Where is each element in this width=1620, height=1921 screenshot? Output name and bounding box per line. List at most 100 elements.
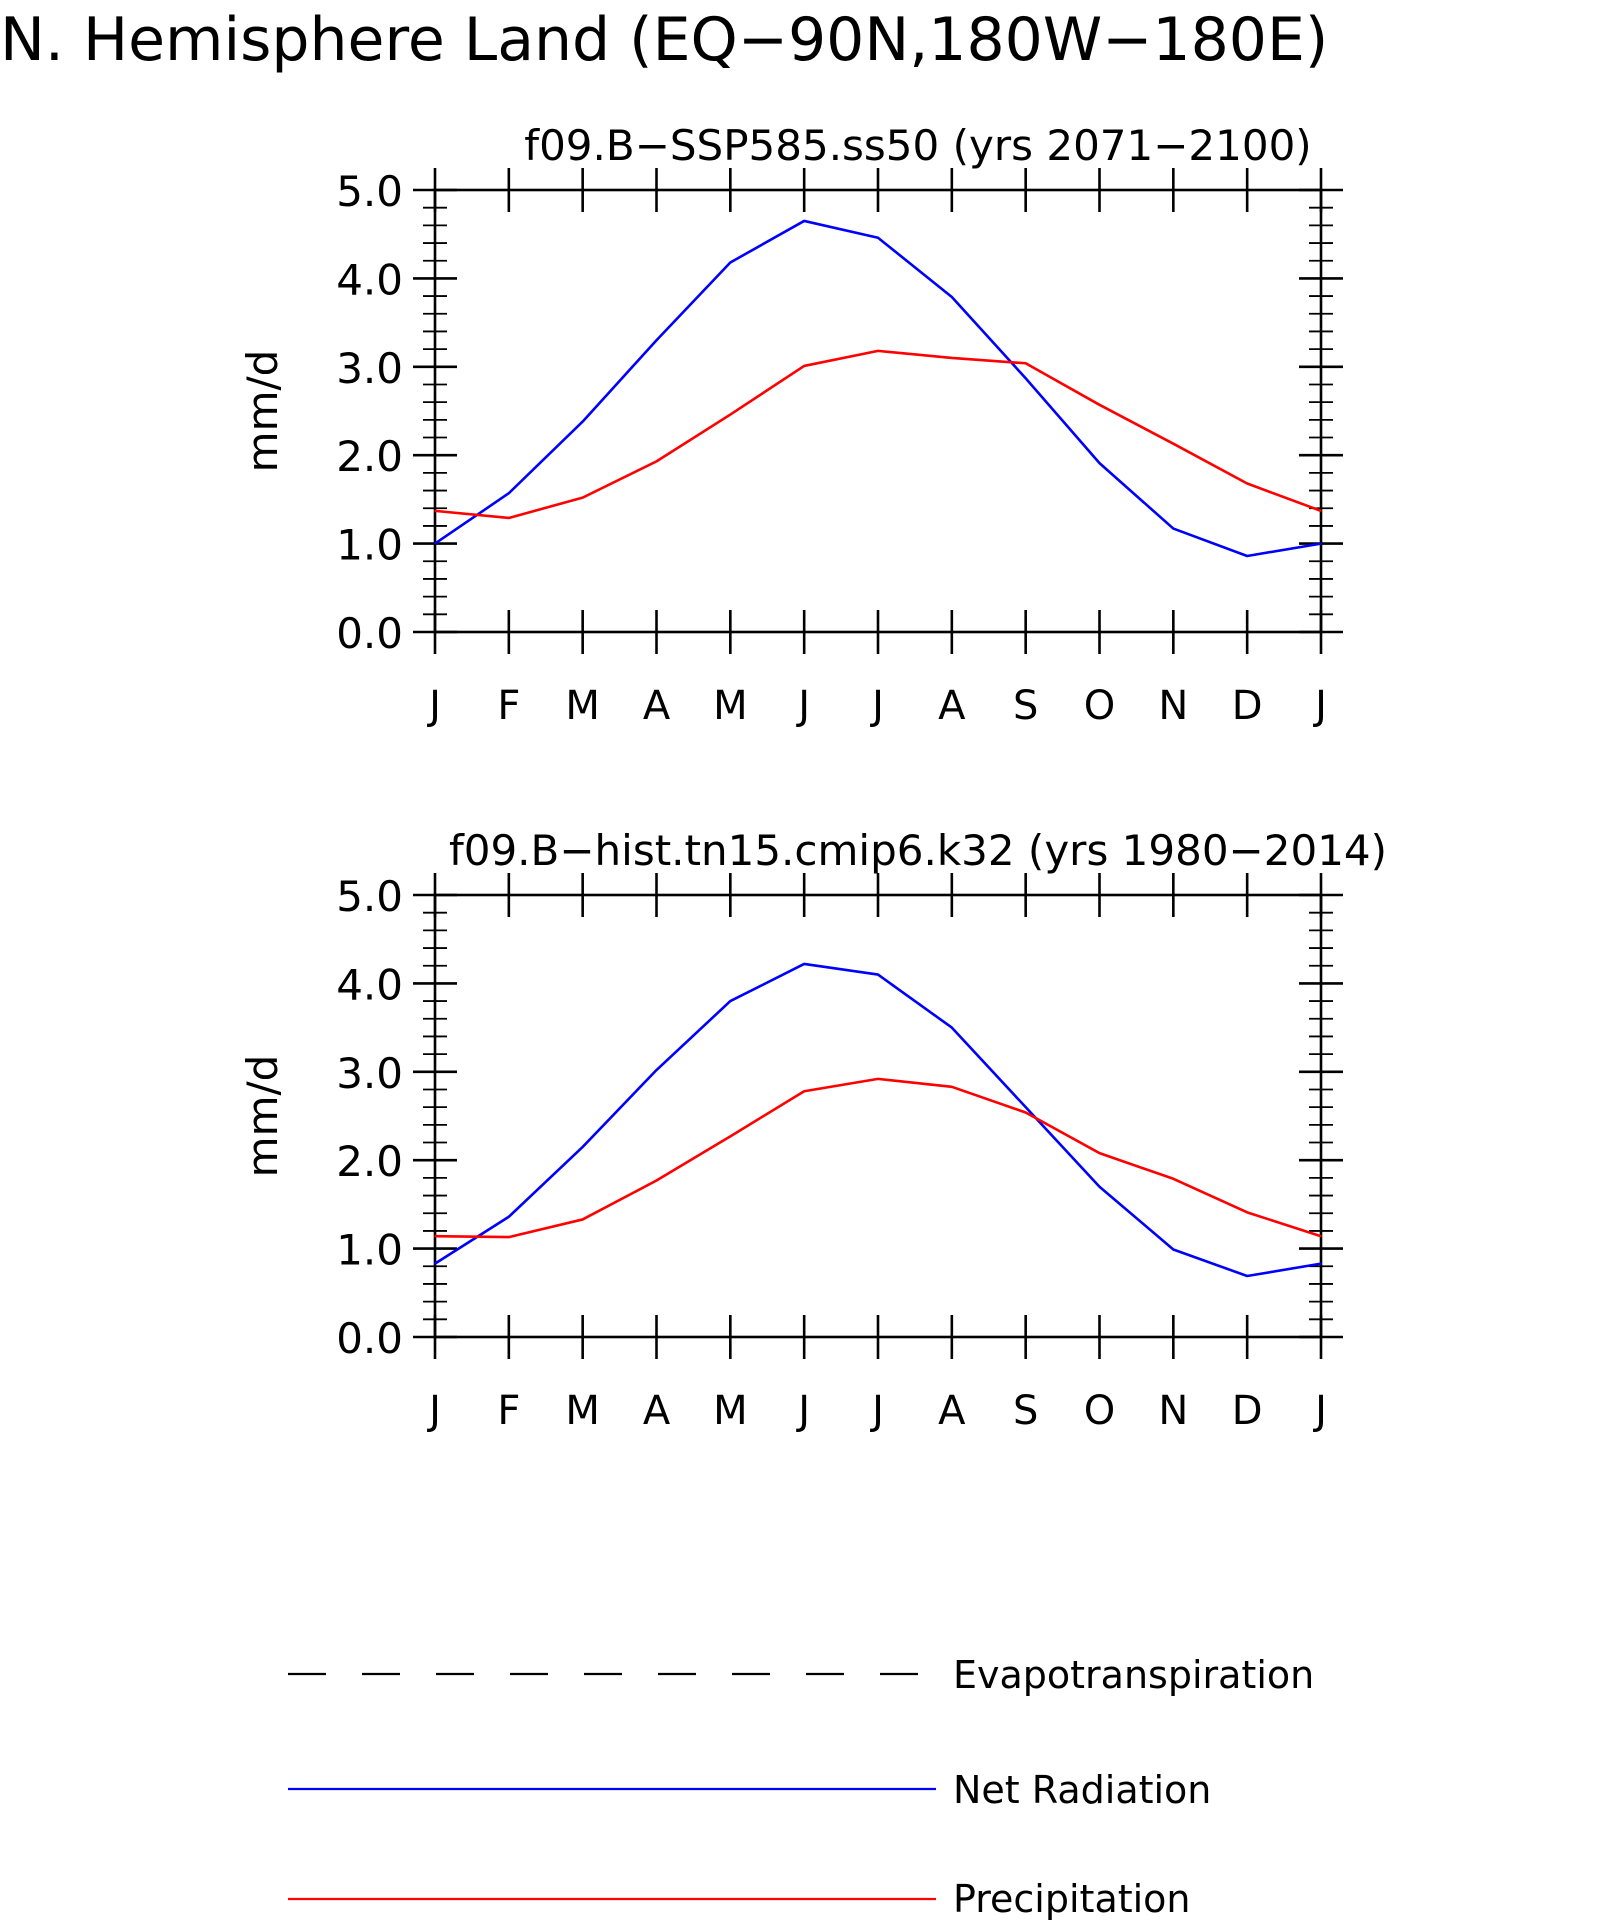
legend-label-precipitation: Precipitation (953, 1877, 1191, 1921)
legend-item-evapotranspiration: Evapotranspiration (288, 1653, 1314, 1697)
x-tick-label: A (938, 683, 966, 729)
data-point-net-radiation (951, 296, 953, 298)
x-tick-label: F (497, 683, 520, 729)
y-tick-label: 2.0 (336, 432, 403, 481)
y-axis-label: mm/d (238, 350, 287, 473)
data-point-precipitation (877, 350, 879, 352)
x-tick-label: J (795, 1388, 810, 1434)
plot-frame (433, 188, 1323, 634)
data-point-net-radiation (581, 420, 584, 423)
data-point-net-radiation (508, 492, 510, 495)
data-point-net-radiation (1246, 1275, 1248, 1277)
x-tick-label: J (1312, 1388, 1327, 1434)
data-point-net-radiation (1246, 555, 1248, 557)
x-tick-label: N (1158, 683, 1188, 729)
y-tick-label: 1.0 (336, 521, 403, 570)
data-point-precipitation (803, 365, 805, 367)
series-line-net-radiation (434, 219, 1322, 558)
data-point-net-radiation (729, 1000, 732, 1002)
legend-item-net-radiation: Net Radiation (288, 1768, 1211, 1812)
data-point-net-radiation (1098, 462, 1101, 464)
y-tick-label: 5.0 (336, 872, 403, 921)
data-point-precipitation (1246, 482, 1248, 485)
data-point-net-radiation (803, 220, 805, 222)
legend-label-evapotranspiration: Evapotranspiration (953, 1653, 1314, 1697)
data-point-precipitation (729, 1135, 732, 1138)
x-tick-label: J (426, 1388, 441, 1434)
data-point-precipitation (877, 1078, 879, 1080)
chart-panel-ssp585: f09.B−SSP585.ss50 (yrs 2071−2100) 0.0 1.0 2… (238, 121, 1343, 729)
plot-frame (433, 893, 1323, 1339)
legend: Evapotranspiration Net Radiation Precipi… (288, 1653, 1314, 1921)
data-point-precipitation (1246, 1211, 1248, 1214)
data-point-precipitation (1320, 1235, 1322, 1238)
data-point-net-radiation (877, 236, 879, 239)
data-point-net-radiation (1024, 377, 1027, 380)
data-point-precipitation (508, 517, 510, 519)
data-point-precipitation (729, 413, 732, 416)
data-point-precipitation (434, 510, 436, 512)
legend-label-net-radiation: Net Radiation (953, 1768, 1211, 1812)
x-tick-label: M (713, 1388, 748, 1434)
data-point-net-radiation (1024, 1106, 1027, 1108)
data-point-precipitation (581, 1218, 584, 1221)
data-point-net-radiation (1320, 542, 1322, 545)
series-line-precipitation (434, 1077, 1322, 1239)
x-tick-label: A (938, 1388, 966, 1434)
data-point-net-radiation (803, 963, 805, 965)
data-point-net-radiation (1098, 1185, 1101, 1188)
x-tick-label: D (1232, 683, 1263, 729)
y-tick-label: 5.0 (336, 167, 403, 216)
series-line-net-radiation (434, 962, 1322, 1278)
data-point-precipitation (951, 357, 953, 359)
y-tick-label: 4.0 (336, 960, 403, 1009)
y-tick-label: 2.0 (336, 1137, 403, 1186)
legend-item-precipitation: Precipitation (288, 1877, 1191, 1921)
y-tick-label: 3.0 (336, 1049, 403, 1098)
data-point-net-radiation (581, 1146, 584, 1148)
chart-title: f09.B−SSP585.ss50 (yrs 2071−2100) (524, 121, 1311, 170)
x-tick-label: O (1084, 683, 1115, 729)
data-point-net-radiation (434, 1262, 436, 1265)
data-point-precipitation (1172, 1177, 1175, 1180)
data-point-net-radiation (508, 1215, 510, 1218)
x-tick-label: D (1232, 1388, 1263, 1434)
y-tick-label: 4.0 (336, 255, 403, 304)
data-point-net-radiation (729, 261, 732, 264)
data-point-net-radiation (951, 1026, 953, 1029)
x-tick-label: S (1013, 683, 1038, 729)
x-tick-label: F (497, 1388, 520, 1434)
data-point-precipitation (655, 460, 658, 463)
y-tick-label: 0.0 (336, 1314, 403, 1363)
x-tick-label: J (869, 1388, 884, 1434)
data-point-precipitation (803, 1090, 805, 1093)
x-tick-label: A (643, 683, 671, 729)
x-tick-label: A (643, 1388, 671, 1434)
data-point-net-radiation (877, 973, 879, 976)
data-point-net-radiation (1172, 1248, 1175, 1251)
data-point-precipitation (1098, 1152, 1101, 1154)
data-point-precipitation (1320, 510, 1322, 512)
data-point-net-radiation (434, 542, 436, 545)
x-tick-label: J (795, 683, 810, 729)
y-tick-label: 0.0 (336, 609, 403, 658)
data-point-precipitation (434, 1235, 436, 1238)
x-tick-label: M (713, 683, 748, 729)
data-point-net-radiation (655, 339, 658, 342)
x-tick-label: M (565, 1388, 600, 1434)
data-point-precipitation (581, 496, 584, 499)
data-point-precipitation (951, 1086, 953, 1088)
y-axis-label: mm/d (238, 1055, 287, 1178)
data-point-precipitation (655, 1179, 658, 1182)
x-tick-label: J (869, 683, 884, 729)
x-tick-label: S (1013, 1388, 1038, 1434)
data-point-precipitation (1172, 442, 1175, 445)
figure-title: N. Hemisphere Land (EQ−90N,180W−180E) (0, 5, 1328, 75)
data-point-net-radiation (1172, 527, 1175, 530)
data-point-precipitation (1098, 404, 1101, 406)
chart-title: f09.B−hist.tn15.cmip6.k32 (yrs 1980−2014… (449, 826, 1387, 875)
x-tick-label: N (1158, 1388, 1188, 1434)
x-tick-label: J (426, 683, 441, 729)
chart-panel-historical: f09.B−hist.tn15.cmip6.k32 (yrs 1980−2014… (238, 826, 1387, 1434)
